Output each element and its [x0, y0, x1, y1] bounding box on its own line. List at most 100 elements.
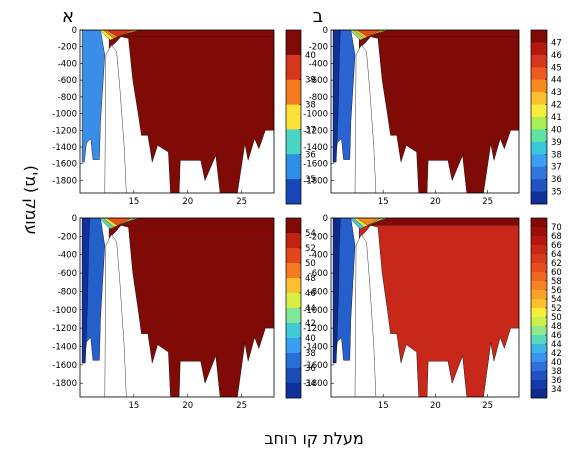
colorbar-tick-label: 35: [551, 188, 562, 198]
colorbar-swatch: [286, 368, 301, 384]
colorbar-tick-label: 34: [551, 385, 562, 395]
colorbar-swatch: [286, 248, 301, 264]
colorbar-tick-label: 62: [551, 259, 562, 269]
surface-front-contour: [106, 30, 132, 37]
colorbar-swatch: [531, 154, 547, 168]
colorbar-tick-label: 40: [305, 334, 316, 344]
colorbar-swatch: [531, 218, 547, 228]
colorbar-swatch: [286, 79, 301, 105]
colorbar-tick-label: 43: [551, 88, 562, 98]
colorbar-swatch: [531, 371, 547, 381]
colorbar-swatch: [531, 272, 547, 282]
colorbar-swatch: [531, 117, 547, 130]
colorbar-tick-label: 47: [551, 38, 562, 48]
colorbar-swatch: [531, 129, 547, 143]
colorbar-swatch: [531, 263, 547, 273]
plot-frame: [330, 29, 520, 194]
western-water-mass: [81, 30, 105, 163]
colorbar-tick-label: 39: [551, 138, 562, 148]
colorbar-tick-label: 44: [305, 304, 316, 314]
colorbar-swatch: [531, 104, 547, 118]
colorbar-tick-label: 45: [551, 63, 562, 73]
x-tick-label: 25: [236, 197, 247, 207]
colorbar: 40 39 38 37 36 35: [285, 29, 316, 205]
colorbar: 54 52 50 48 46 44 42 40 38 36 34: [285, 217, 316, 399]
colorbar-swatch: [286, 353, 301, 369]
colorbar-tick-label: 42: [305, 319, 316, 329]
colorbar-swatch: [531, 30, 547, 43]
panel-1: 0 -200 -400 -600 -800 -1000 -1200 -1400 -1600 -18…: [52, 6, 316, 207]
colorbar-swatch: [531, 299, 547, 309]
x-tick-label: 20: [182, 197, 193, 207]
colorbar-swatch: [531, 344, 547, 354]
colorbar-swatch: [531, 335, 547, 345]
y-tick-label: -1000: [303, 306, 328, 316]
y-tick-label: -1800: [303, 379, 328, 389]
y-tick-label: -400: [309, 59, 328, 69]
colorbar-tick-label: 42: [551, 349, 562, 359]
y-tick-label: -1400: [303, 343, 328, 353]
colorbar-swatch: [531, 141, 547, 155]
colorbar-swatch: [286, 323, 301, 339]
colorbar-swatch: [286, 154, 301, 180]
x-tick-label: 20: [430, 401, 441, 411]
y-tick-label: -1600: [52, 361, 77, 371]
x-tick-label: 15: [378, 401, 389, 411]
colorbar-tick-label: 35: [305, 175, 316, 185]
colorbar-swatch: [286, 30, 301, 56]
coldest-water-mass: [332, 218, 341, 364]
colorbar-tick-label: 42: [551, 101, 562, 111]
colorbar-swatch: [531, 227, 547, 237]
colorbar-tick-label: 48: [305, 274, 316, 284]
colorbar-swatch: [531, 308, 547, 318]
colorbar-swatch: [531, 42, 547, 56]
colorbar-tick-label: 36: [305, 150, 316, 160]
x-axis-label: מעלת קו רוחב: [264, 429, 363, 448]
y-tick-label: 0: [72, 26, 77, 36]
plot-frame: [330, 217, 520, 398]
colorbar-tick-label: 44: [551, 76, 562, 86]
plot-frame: [79, 217, 275, 398]
colorbar-swatch: [531, 79, 547, 93]
y-tick-label: -400: [58, 251, 77, 261]
y-tick-label: -1400: [52, 343, 77, 353]
y-axis-label: עומק (מ'): [22, 165, 41, 234]
surface-front-contour: [356, 30, 382, 37]
colorbar-swatch: [531, 245, 547, 255]
colorbar-tick-label: 46: [305, 289, 316, 299]
coldest-water-mass: [332, 30, 341, 163]
y-tick-label: -1800: [52, 379, 77, 389]
x-tick-label: 15: [128, 197, 139, 207]
colorbar-swatch: [286, 383, 301, 399]
colorbar-swatch: [531, 191, 547, 205]
panel-2: 0 -200 -400 -600 -800 -1000 -1200 -1400 -1600 -18…: [303, 6, 562, 207]
colorbar-swatch: [531, 254, 547, 264]
colorbar-swatch: [531, 326, 547, 336]
colorbar-swatch: [286, 218, 301, 234]
colorbar-tick-label: 38: [305, 101, 316, 111]
colorbar-swatch: [286, 54, 301, 81]
colorbar-tick-label: 38: [551, 150, 562, 160]
colorbar-tick-label: 46: [551, 331, 562, 341]
y-tick-label: -1800: [303, 176, 328, 186]
colorbar-swatch: [531, 67, 547, 81]
surface-layer: [358, 30, 519, 37]
colorbar-swatch: [531, 389, 547, 399]
contour-field: [80, 30, 274, 193]
colorbar-swatch: [531, 380, 547, 390]
x-tick-label: 20: [430, 197, 441, 207]
colorbar-tick-label: 38: [551, 367, 562, 377]
y-tick-label: 0: [323, 214, 328, 224]
colorbar-swatch: [286, 263, 301, 279]
y-tick-label: -1400: [52, 143, 77, 153]
colorbar-tick-label: 46: [551, 51, 562, 61]
y-tick-label: -1200: [52, 126, 77, 136]
colorbar-tick-label: 50: [305, 259, 316, 269]
colorbar-swatch: [531, 353, 547, 363]
colorbar-swatch: [286, 293, 301, 309]
plot-frame: [79, 29, 275, 194]
colorbar-tick-label: 41: [551, 113, 562, 123]
y-tick-label: -200: [309, 232, 328, 242]
